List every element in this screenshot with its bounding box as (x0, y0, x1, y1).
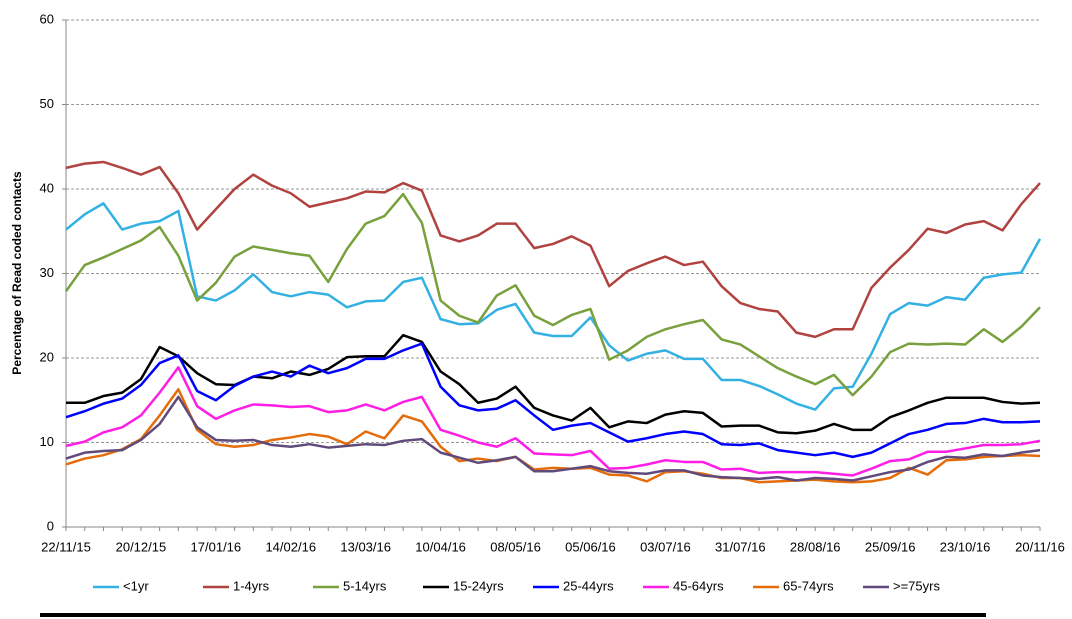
divider (40, 613, 986, 617)
y-axis-label: Percentage of Read coded contacts (10, 171, 24, 375)
series-line (65, 395, 1041, 482)
x-tick-label: 05/06/16 (565, 539, 616, 554)
legend-label: 45-64yrs (673, 578, 724, 593)
legend-label: >=75yrs (893, 578, 940, 593)
legend-label: 5-14yrs (343, 578, 387, 593)
series-line (64, 192, 1041, 397)
x-tick-label: 22/11/15 (41, 539, 91, 554)
y-tick-label: 20 (40, 349, 54, 364)
x-tick-label: 14/02/16 (265, 539, 316, 554)
legend-label: 65-74yrs (783, 578, 834, 593)
series-line (66, 333, 1041, 435)
legend-label: 15-24yrs (453, 578, 504, 593)
y-tick-label: 40 (40, 180, 54, 195)
x-tick-label: 13/03/16 (340, 539, 391, 554)
x-tick-label: 25/09/16 (865, 539, 916, 554)
series-line (65, 160, 1041, 339)
series-line (65, 388, 1041, 484)
x-tick-label: 08/05/16 (490, 539, 541, 554)
x-tick-label: 20/11/16 (1015, 539, 1065, 554)
x-tick-label: 31/07/16 (715, 539, 766, 554)
x-tick-label: 03/07/16 (640, 539, 691, 554)
y-tick-label: 0 (47, 518, 54, 533)
x-tick-label: 17/01/16 (191, 539, 242, 554)
series-line (65, 366, 1041, 477)
x-tick-label: 28/08/16 (790, 539, 841, 554)
x-tick-label: 23/10/16 (940, 539, 991, 554)
y-tick-label: 50 (40, 96, 54, 111)
series-line (65, 202, 1042, 411)
x-tick-label: 10/04/16 (415, 539, 466, 554)
series-line (65, 342, 1041, 459)
y-tick-label: 60 (40, 11, 54, 26)
y-tick-label: 10 (40, 434, 54, 449)
legend-label: 25-44yrs (563, 578, 614, 593)
x-tick-label: 20/12/15 (116, 539, 167, 554)
y-tick-label: 30 (40, 265, 54, 280)
legend-label: <1yr (123, 578, 149, 593)
legend-label: 1-4yrs (233, 578, 270, 593)
